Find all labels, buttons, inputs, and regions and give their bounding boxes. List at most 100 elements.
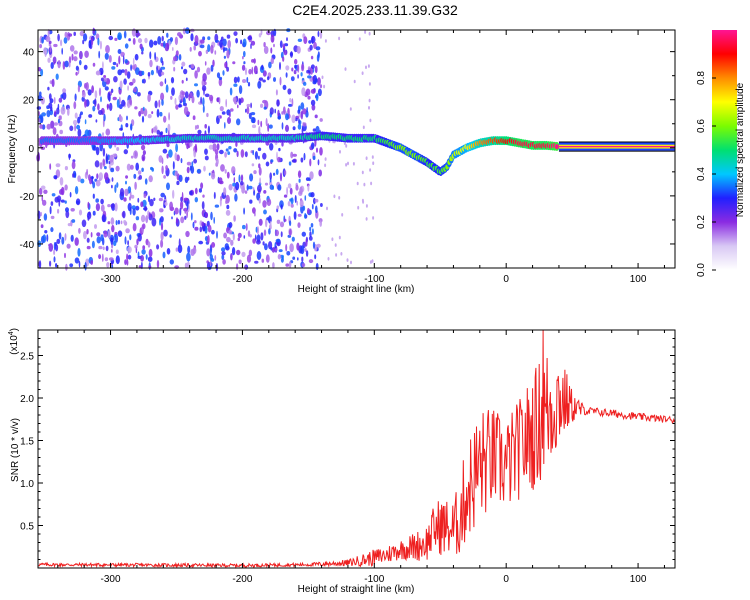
noise-cell — [130, 155, 134, 159]
snr-series-line — [37, 329, 676, 569]
noise-cell — [130, 64, 133, 71]
noise-cell — [307, 75, 312, 79]
noise-cell — [319, 147, 323, 156]
noise-cell — [312, 155, 316, 160]
noise-cell — [290, 151, 294, 159]
noise-cell — [117, 219, 120, 225]
noise-cell — [124, 259, 127, 265]
noise-cell — [162, 148, 168, 154]
noise-cell — [228, 183, 233, 191]
noise-cell — [299, 199, 304, 208]
noise-cell — [60, 39, 63, 47]
noise-cell — [92, 105, 96, 112]
noise-cell — [345, 163, 348, 167]
noise-cell — [156, 108, 160, 118]
noise-cell — [110, 217, 115, 226]
noise-cell — [289, 98, 292, 103]
noise-cell — [247, 81, 251, 87]
noise-cell — [283, 218, 287, 222]
noise-cell — [44, 230, 48, 234]
noise-cell — [318, 169, 323, 177]
noise-cell — [221, 111, 226, 115]
noise-cell — [361, 71, 364, 75]
noise-cell — [223, 47, 228, 51]
noise-cell — [204, 124, 207, 129]
noise-cell — [99, 162, 103, 170]
noise-cell — [144, 37, 148, 44]
noise-cell — [219, 39, 223, 48]
noise-cell — [77, 128, 82, 138]
ridge-band-core — [558, 145, 675, 148]
noise-cell — [265, 218, 268, 228]
noise-cell — [84, 99, 87, 108]
noise-cell — [346, 258, 349, 262]
noise-cell — [165, 84, 169, 93]
noise-cell — [290, 51, 293, 58]
noise-cell — [193, 158, 198, 164]
noise-cell — [174, 36, 178, 46]
noise-cell — [101, 214, 106, 223]
noise-cell — [232, 96, 237, 103]
noise-cell — [185, 77, 188, 82]
noise-cell — [285, 244, 288, 252]
noise-cell — [53, 249, 56, 256]
noise-cell — [141, 154, 146, 162]
noise-cell — [206, 248, 211, 257]
noise-cell — [149, 198, 154, 207]
noise-cell — [317, 77, 321, 86]
noise-cell — [286, 251, 291, 256]
noise-cell — [43, 213, 48, 221]
noise-cell — [242, 56, 244, 60]
y-tick-label: 2.5 — [20, 352, 34, 363]
noise-cell — [73, 50, 78, 55]
noise-cell — [95, 70, 101, 76]
spectrogram-x-axis: -300 -200 -100 0 100 — [57, 30, 665, 285]
noise-cell — [137, 233, 142, 242]
noise-cell — [263, 106, 267, 110]
noise-cell — [69, 263, 74, 268]
noise-cell — [245, 67, 247, 76]
noise-cell — [174, 152, 178, 161]
noise-cell — [59, 177, 64, 186]
noise-cell — [154, 100, 158, 109]
noise-cell — [156, 244, 160, 250]
noise-cell — [137, 170, 142, 175]
noise-cell — [88, 40, 92, 49]
noise-cell — [314, 254, 317, 260]
noise-cell — [108, 35, 114, 41]
noise-cell — [237, 237, 241, 242]
noise-cell — [141, 144, 146, 151]
noise-cell — [47, 57, 51, 63]
noise-cell — [315, 46, 321, 51]
noise-cell — [200, 182, 204, 189]
noise-cell — [42, 199, 47, 206]
noise-cell — [291, 236, 295, 242]
noise-cell — [56, 195, 62, 203]
noise-cell — [40, 185, 46, 190]
noise-cell — [224, 61, 228, 69]
noise-cell — [53, 256, 56, 263]
noise-cell — [172, 47, 174, 51]
noise-cell — [288, 261, 292, 268]
noise-cell — [138, 110, 142, 117]
noise-cell — [111, 66, 116, 70]
noise-cell — [249, 199, 253, 204]
noise-cell — [338, 235, 341, 240]
noise-cell — [303, 81, 307, 86]
noise-cell — [206, 112, 209, 118]
noise-cell — [50, 62, 54, 69]
noise-cell — [178, 174, 183, 182]
noise-cell — [238, 174, 241, 183]
noise-cell — [160, 222, 164, 231]
noise-cell — [95, 119, 98, 123]
noise-cell — [260, 29, 263, 36]
noise-cell — [319, 84, 323, 89]
x-tick-label: -300 — [101, 274, 121, 285]
noise-cell — [196, 66, 201, 73]
noise-cell — [134, 106, 138, 110]
noise-cell — [81, 96, 85, 102]
noise-cell — [117, 32, 122, 40]
noise-cell — [277, 184, 282, 191]
x-tick-label: -200 — [232, 574, 252, 585]
noise-cell — [263, 190, 267, 194]
